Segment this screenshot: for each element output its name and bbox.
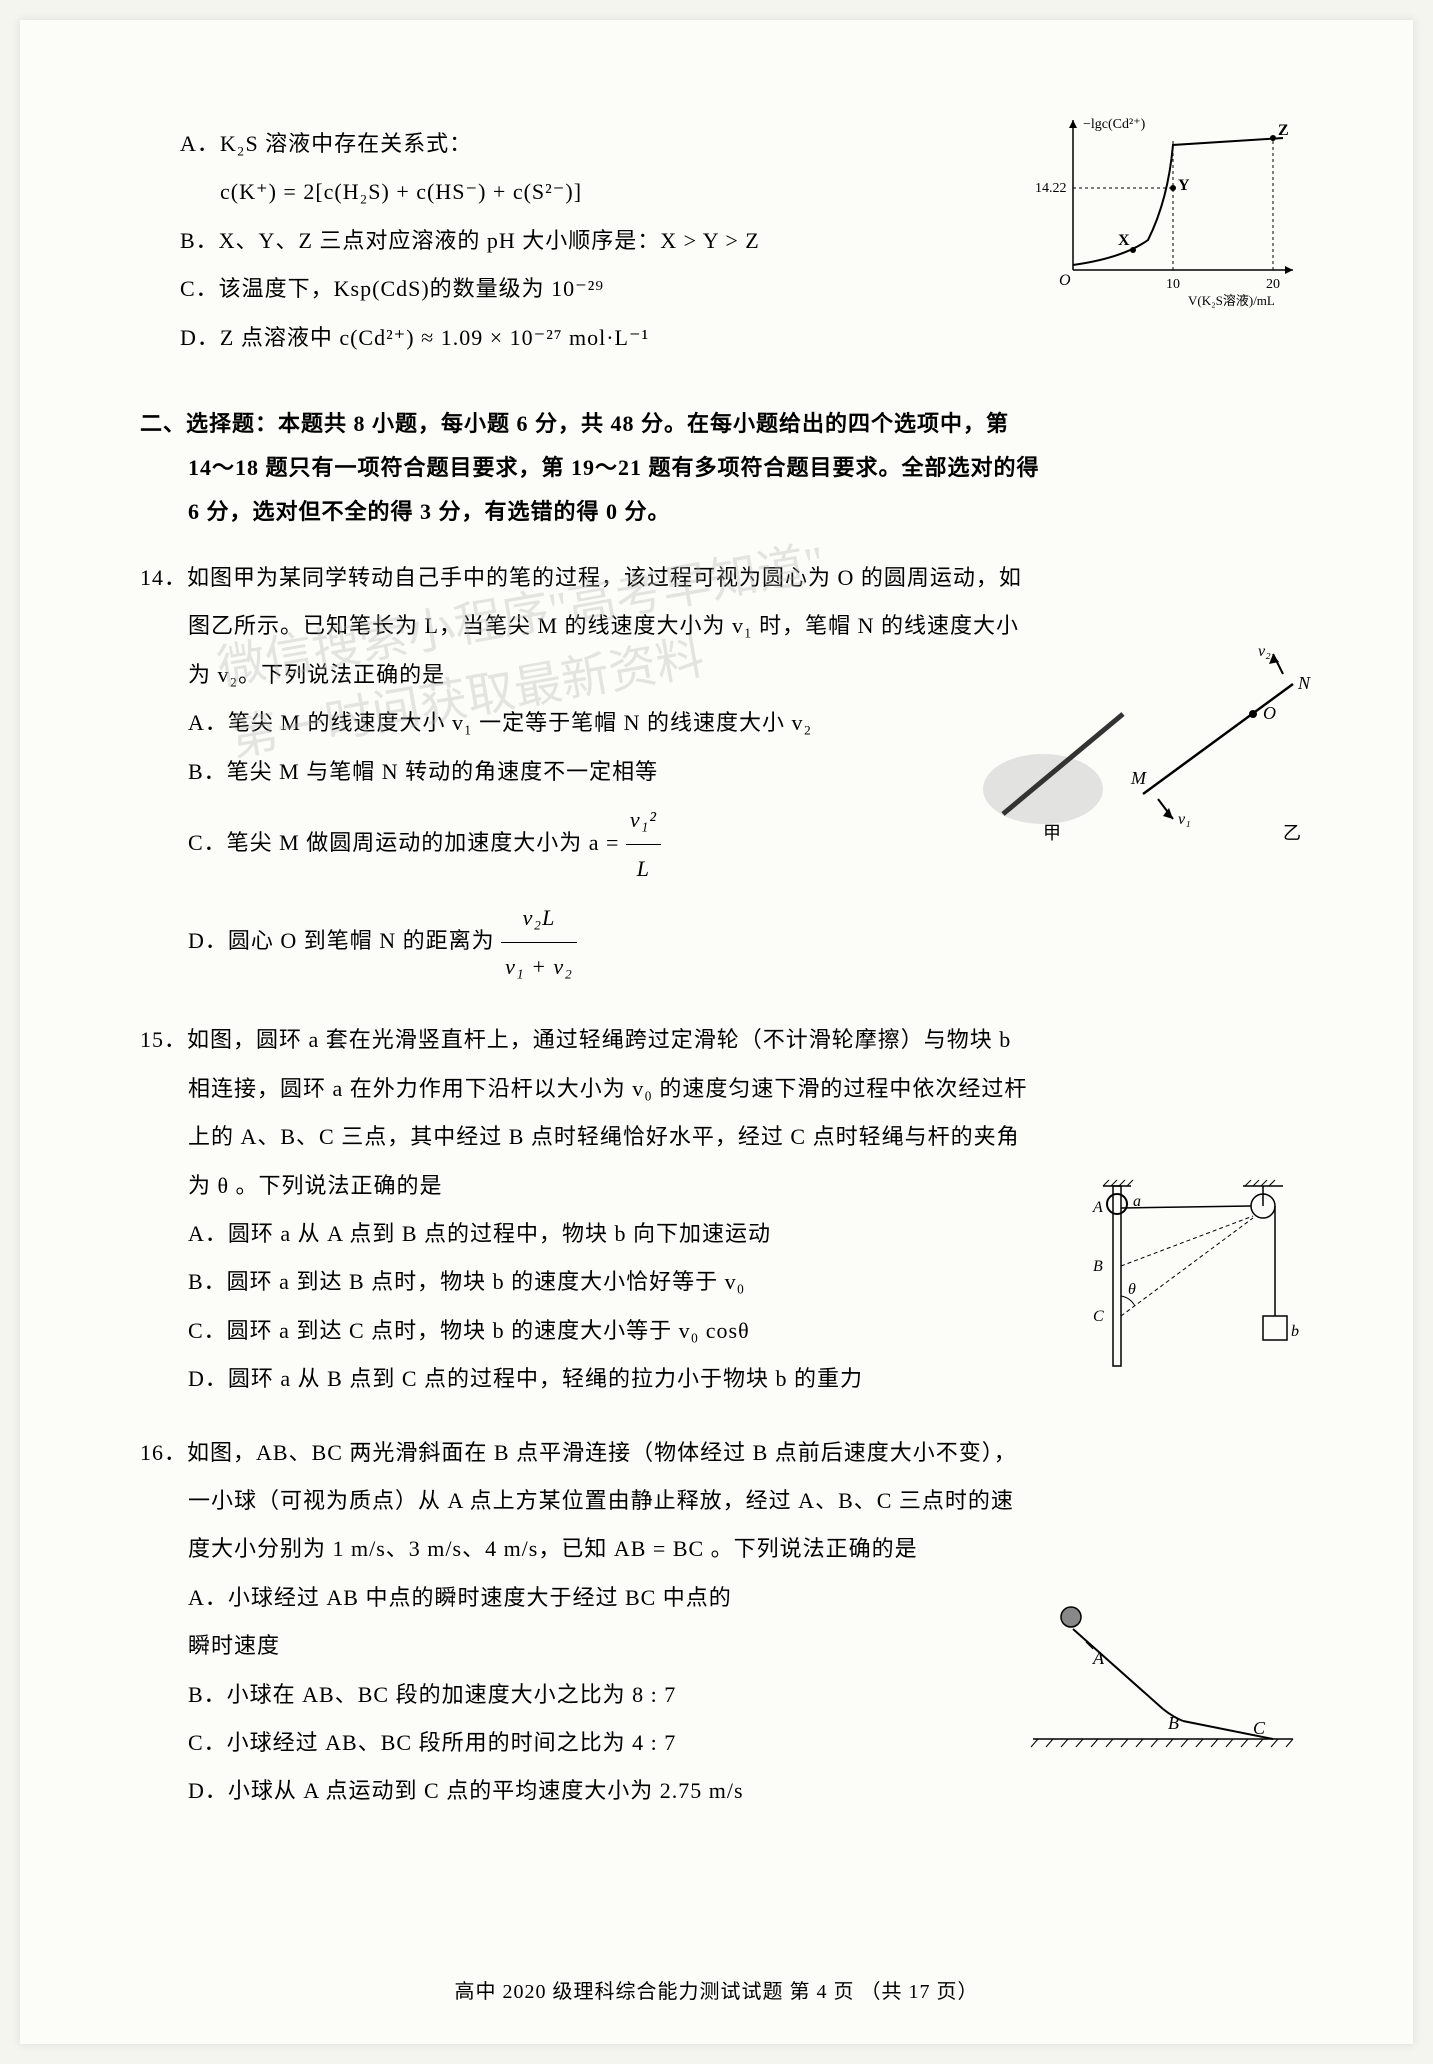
exam-page: X Y Z 14.22 −lgc(Cd²⁺) O 10 20 V(K₂S溶液)/… bbox=[20, 20, 1413, 2044]
fig-o: O bbox=[1263, 703, 1276, 723]
q16-opt-d: D．小球从 A 点运动到 C 点的平均速度大小为 2.75 m/s bbox=[188, 1767, 1293, 1815]
fig-C: C bbox=[1253, 1718, 1266, 1738]
fig-theta: θ bbox=[1128, 1281, 1136, 1298]
graph-point-x: X bbox=[1118, 232, 1130, 249]
fig-B: B bbox=[1093, 1258, 1103, 1275]
section-heading-l2: 14～18 题只有一项符合题目要求，第 19～21 题有多项符合题目要求。全部选… bbox=[188, 446, 1293, 490]
graph-ylabel: −lgc(Cd²⁺) bbox=[1083, 117, 1146, 132]
q15-stem-l2: 相连接，圆环 a 在外力作用下沿杆以大小为 v₀ 的速度匀速下滑的过程中依次经过… bbox=[188, 1065, 1293, 1113]
fig-A: A bbox=[1092, 1648, 1105, 1668]
graph-origin: O bbox=[1059, 272, 1071, 289]
graph-point-z: Z bbox=[1278, 122, 1289, 139]
section-heading-l3: 6 分，选对但不全的得 3 分，有选错的得 0 分。 bbox=[188, 490, 1293, 534]
q16-stem-l3: 度大小分别为 1 m/s、3 m/s、4 m/s，已知 AB = BC 。下列说… bbox=[188, 1525, 1293, 1573]
question-14: 甲 O N M v₂ v₁ 乙 14．如图甲为某同学转动自己手中的笔的过程，该过… bbox=[140, 554, 1293, 992]
q15-stem-l3: 上的 A、B、C 三点，其中经过 B 点时轻绳恰好水平，经过 C 点时轻绳与杆的… bbox=[188, 1113, 1293, 1161]
figure-q16: A B C bbox=[1023, 1599, 1303, 1759]
graph-point-y: Y bbox=[1178, 177, 1190, 194]
q16-stem-l1: 16．如图，AB、BC 两光滑斜面在 B 点平滑连接（物体经过 B 点前后速度大… bbox=[140, 1429, 1293, 1477]
fig-v2: v₂ bbox=[1258, 644, 1271, 660]
fig-n: N bbox=[1297, 673, 1311, 693]
figure-q15: a A B C θ b bbox=[1073, 1176, 1303, 1376]
graph-xtick-20: 20 bbox=[1266, 277, 1280, 292]
fig-v1: v₁ bbox=[1178, 811, 1191, 828]
q13-opt-d: D．Z 点溶液中 c(Cd²⁺) ≈ 1.09 × 10⁻²⁷ mol·L⁻¹ bbox=[180, 314, 1293, 362]
fig-b: b bbox=[1291, 1323, 1299, 1340]
graph-yvalue: 14.22 bbox=[1035, 181, 1067, 196]
q14-stem-l1: 14．如图甲为某同学转动自己手中的笔的过程，该过程可视为圆心为 O 的圆周运动，… bbox=[140, 554, 1293, 602]
section-2-heading: 二、选择题：本题共 8 小题，每小题 6 分，共 48 分。在每小题给出的四个选… bbox=[140, 402, 1293, 534]
section-heading-l1: 二、选择题：本题共 8 小题，每小题 6 分，共 48 分。在每小题给出的四个选… bbox=[140, 402, 1293, 446]
figure-q14: 甲 O N M v₂ v₁ 乙 bbox=[973, 644, 1323, 844]
question-15: a A B C θ b 15．如图，圆环 a 套在光滑竖直杆上，通过轻绳跨过定滑… bbox=[140, 1016, 1293, 1403]
fig-yi: 乙 bbox=[1283, 823, 1301, 843]
graph-q13: X Y Z 14.22 −lgc(Cd²⁺) O 10 20 V(K₂S溶液)/… bbox=[1033, 110, 1313, 310]
fig-A: A bbox=[1092, 1199, 1103, 1216]
fig-B: B bbox=[1168, 1713, 1179, 1733]
q16-stem-l2: 一小球（可视为质点）从 A 点上方某位置由静止释放，经过 A、B、C 三点时的速 bbox=[188, 1477, 1293, 1525]
q15-stem-l1: 15．如图，圆环 a 套在光滑竖直杆上，通过轻绳跨过定滑轮（不计滑轮摩擦）与物块… bbox=[140, 1016, 1293, 1064]
page-footer: 高中 2020 级理科综合能力测试试题 第 4 页 （共 17 页） bbox=[140, 1975, 1293, 2004]
fig-m: M bbox=[1130, 768, 1147, 788]
graph-xlabel: V(K₂S溶液)/mL bbox=[1188, 293, 1275, 308]
fig-jia: 甲 bbox=[1043, 823, 1061, 843]
question-13-tail: X Y Z 14.22 −lgc(Cd²⁺) O 10 20 V(K₂S溶液)/… bbox=[140, 120, 1293, 362]
fig-C: C bbox=[1093, 1308, 1104, 1325]
q14-opt-d: D．圆心 O 到笔帽 N 的距离为 v₂Lv₁ + v₂ bbox=[188, 894, 1293, 992]
question-16: A B C 16．如图，AB、BC 两光滑斜面在 B 点平滑连接（物体经过 B … bbox=[140, 1429, 1293, 1816]
graph-xtick-10: 10 bbox=[1166, 277, 1180, 292]
